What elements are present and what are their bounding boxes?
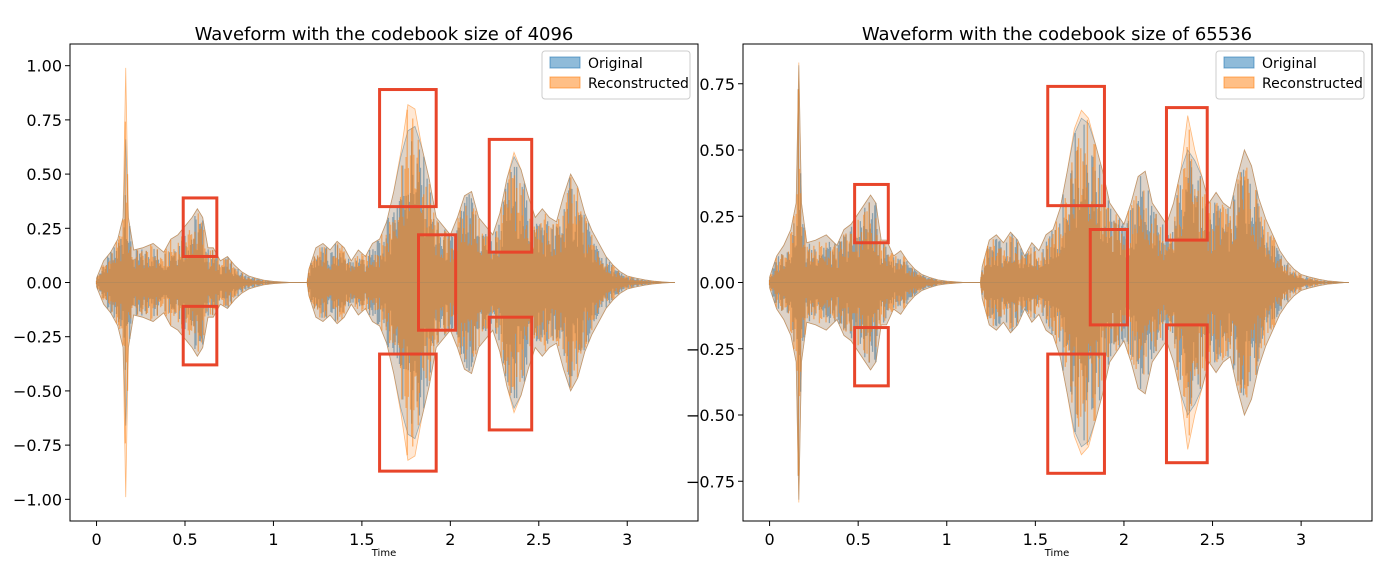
highlight-box <box>181 196 219 258</box>
highlight-box <box>853 326 890 388</box>
x-tick-label: 2.5 <box>1200 530 1225 549</box>
y-tick-label: −1.00 <box>13 490 62 509</box>
highlight-box <box>487 137 534 254</box>
x-tick-label: 0 <box>91 530 101 549</box>
y-tick-label: 0.75 <box>26 111 62 130</box>
x-tick-label: 3 <box>1296 530 1306 549</box>
x-tick-label: 2 <box>445 530 455 549</box>
x-tick-label: 2 <box>1119 530 1129 549</box>
y-tick-label: −0.25 <box>686 340 735 359</box>
y-tick-label: −0.75 <box>686 472 735 491</box>
y-tick-label: 0.25 <box>26 219 62 238</box>
x-tick-label: 0.5 <box>172 530 197 549</box>
y-tick-label: 0.25 <box>699 207 735 226</box>
y-tick-label: 0.50 <box>699 141 735 160</box>
legend-label-original: Original <box>588 56 643 72</box>
legend-label-reconstructed: Reconstructed <box>1262 76 1363 92</box>
x-tick-label: 2.5 <box>526 530 551 549</box>
chart-title: Waveform with the codebook size of 65536 <box>862 24 1252 45</box>
legend: Original Reconstructed <box>1215 50 1365 100</box>
plot-area <box>768 62 1349 503</box>
highlight-box <box>1046 84 1106 208</box>
y-tick-label: −0.50 <box>686 406 735 425</box>
highlight-box <box>416 233 458 332</box>
waveform-panel-65536: Waveform with the codebook size of 65536… <box>686 24 1373 559</box>
x-tick-label: 1 <box>942 530 952 549</box>
x-tick-label: 1.5 <box>1023 530 1048 549</box>
chart-title: Waveform with the codebook size of 4096 <box>195 24 574 45</box>
x-tick-label: 3 <box>622 530 632 549</box>
highlight-box <box>1046 352 1106 475</box>
legend-swatch-reconstructed <box>1223 76 1255 89</box>
x-tick-label: 1.5 <box>349 530 374 549</box>
highlight-box <box>378 88 438 209</box>
highlight-box <box>181 304 219 367</box>
y-tick-label: 0.50 <box>26 165 62 184</box>
x-tick-label: 1 <box>268 530 278 549</box>
x-axis-label: Time <box>1044 548 1069 559</box>
highlight-box <box>853 182 890 245</box>
y-tick-label: 1.00 <box>26 57 62 76</box>
y-tick-label: −0.25 <box>13 328 62 347</box>
legend-swatch-reconstructed <box>549 76 581 89</box>
y-tick-label: −0.50 <box>13 382 62 401</box>
highlight-box <box>378 352 438 473</box>
y-tick-label: −0.75 <box>13 436 62 455</box>
waveform-panel-4096: Waveform with the codebook size of 4096 … <box>13 24 699 559</box>
highlight-box <box>1088 228 1129 327</box>
legend-label-original: Original <box>1262 56 1317 72</box>
y-tick-label: 0.00 <box>26 274 62 293</box>
legend-swatch-original <box>549 56 581 69</box>
x-tick-label: 0 <box>764 530 774 549</box>
legend-swatch-original <box>1223 56 1255 69</box>
x-axis-label: Time <box>371 548 396 559</box>
highlight-box <box>1164 323 1209 465</box>
highlight-box <box>487 315 534 432</box>
highlight-box <box>1164 106 1209 242</box>
plot-area <box>95 67 676 498</box>
legend: Original Reconstructed <box>541 50 691 100</box>
y-tick-label: 0.75 <box>699 75 735 94</box>
x-tick-label: 0.5 <box>845 530 870 549</box>
y-tick-label: 0.00 <box>699 274 735 293</box>
legend-label-reconstructed: Reconstructed <box>588 76 689 92</box>
